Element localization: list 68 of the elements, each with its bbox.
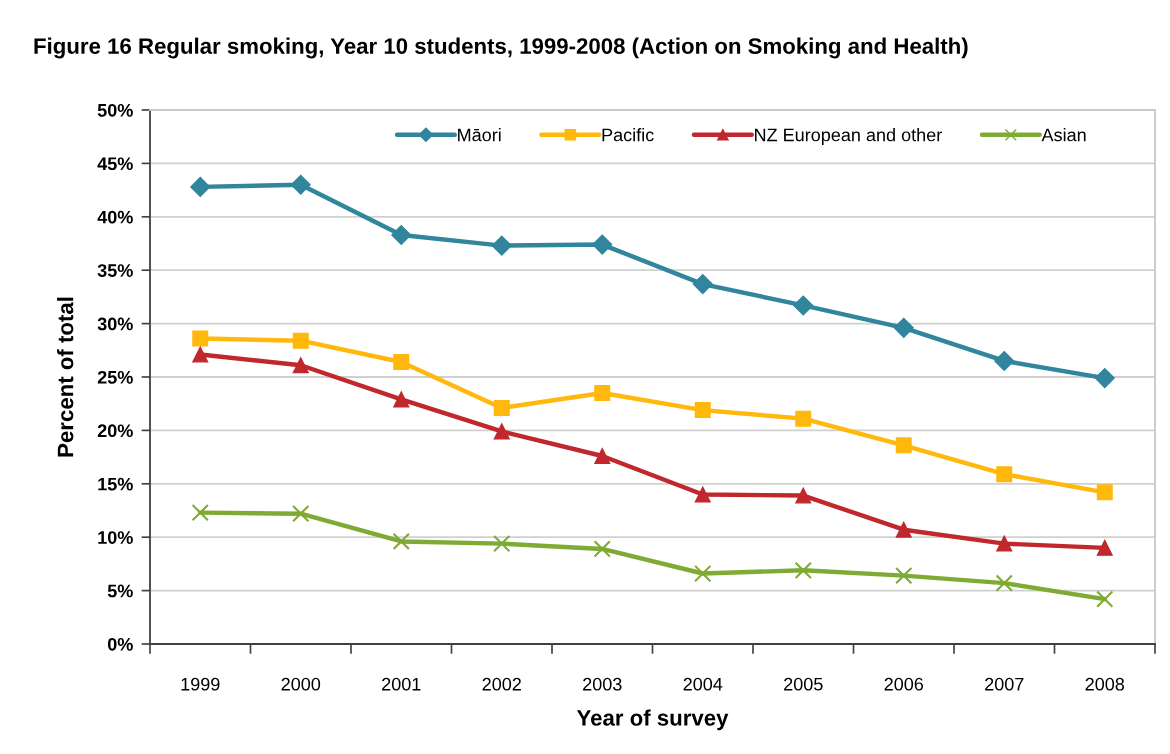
point bbox=[1096, 590, 1114, 608]
point bbox=[895, 437, 912, 454]
point bbox=[593, 540, 611, 558]
point bbox=[1094, 368, 1115, 389]
point bbox=[290, 174, 311, 195]
point bbox=[694, 564, 712, 583]
point bbox=[192, 330, 209, 347]
x-tick-label: 2005 bbox=[784, 677, 823, 691]
point bbox=[292, 505, 310, 523]
point bbox=[893, 317, 914, 338]
point bbox=[292, 332, 309, 349]
point bbox=[794, 561, 812, 579]
y-tick-label: 35% bbox=[97, 264, 133, 277]
y-tick-label: 10% bbox=[98, 531, 133, 544]
point bbox=[192, 346, 209, 363]
x-tick-label: 2002 bbox=[482, 677, 521, 691]
point bbox=[996, 535, 1013, 552]
point bbox=[493, 423, 510, 440]
y-tick-label: 5% bbox=[107, 584, 133, 598]
y-tick-label: 40% bbox=[97, 210, 133, 224]
point bbox=[895, 566, 913, 585]
point bbox=[393, 391, 410, 408]
point bbox=[994, 350, 1015, 372]
point bbox=[594, 385, 611, 402]
point bbox=[191, 503, 209, 522]
x-tick-label: 2008 bbox=[1085, 677, 1125, 691]
legend-label: Pacific bbox=[602, 128, 654, 142]
x-tick-label: 2000 bbox=[281, 677, 321, 691]
point bbox=[493, 534, 511, 553]
point bbox=[694, 402, 711, 419]
x-tick-label: 2007 bbox=[985, 677, 1024, 691]
point bbox=[895, 521, 912, 538]
legend-label: Māori bbox=[458, 128, 501, 142]
x-axis-title: Year of survey bbox=[576, 709, 729, 731]
point bbox=[592, 234, 613, 255]
point bbox=[795, 487, 812, 504]
point bbox=[996, 466, 1013, 483]
y-tick-label: 30% bbox=[97, 317, 133, 331]
point bbox=[190, 176, 211, 197]
chart-title: Figure 16 Regular smoking, Year 10 students, 1999-2008 (Action on Smoking and Health) bbox=[34, 37, 968, 59]
point bbox=[393, 354, 410, 371]
x-tick-label: 1999 bbox=[181, 677, 220, 691]
y-tick-label: 45% bbox=[97, 157, 133, 171]
point bbox=[1096, 484, 1113, 501]
legend-label: NZ European and other bbox=[755, 128, 942, 145]
point bbox=[594, 448, 611, 465]
point bbox=[793, 295, 814, 316]
y-tick-label: 25% bbox=[97, 370, 133, 384]
point bbox=[995, 574, 1013, 592]
y-tick-label: 15% bbox=[98, 477, 133, 491]
y-tick-label: 0% bbox=[107, 637, 133, 651]
point bbox=[692, 274, 713, 295]
point bbox=[1096, 539, 1113, 556]
point bbox=[292, 357, 309, 374]
point bbox=[491, 235, 512, 256]
point bbox=[694, 486, 711, 503]
x-tick-label: 2004 bbox=[683, 677, 723, 691]
point bbox=[392, 532, 410, 551]
y-tick-label: 50% bbox=[97, 103, 133, 117]
y-axis-title: Percent of total bbox=[57, 297, 74, 457]
point bbox=[493, 399, 510, 416]
y-tick-label: 20% bbox=[97, 424, 133, 438]
legend-label: Asian bbox=[1041, 128, 1086, 142]
point bbox=[795, 410, 812, 427]
x-tick-label: 2006 bbox=[884, 677, 924, 691]
x-tick-label: 2001 bbox=[382, 677, 421, 691]
point bbox=[391, 224, 412, 245]
x-tick-label: 2003 bbox=[583, 677, 622, 691]
